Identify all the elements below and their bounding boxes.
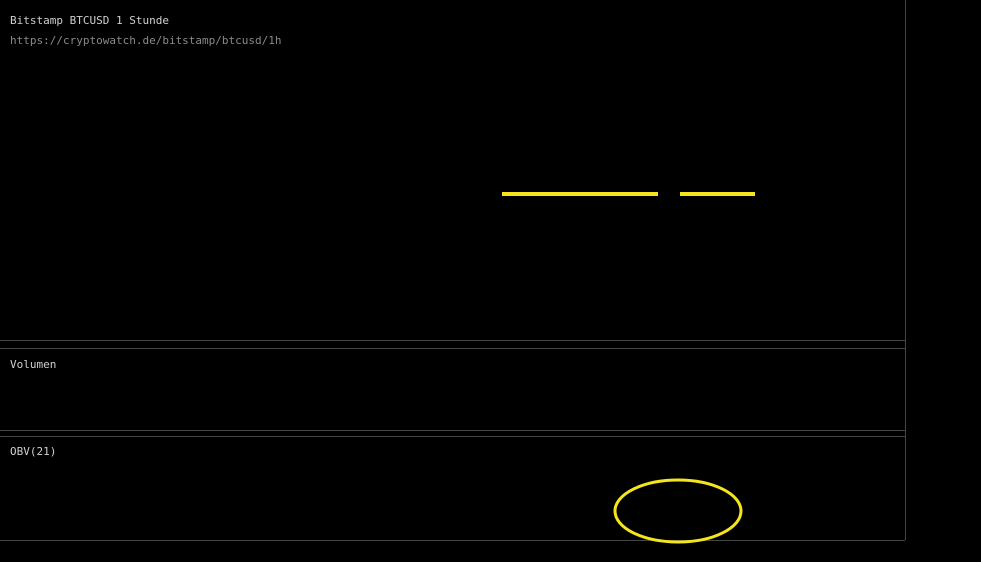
chart-url: https://cryptowatch.de/bitstamp/btcusd/1… [10, 34, 282, 47]
drawn-ellipse [613, 478, 743, 544]
panel-title: Volumen [10, 358, 56, 371]
axis-area [905, 0, 981, 562]
panel-title: OBV(21) [10, 445, 56, 458]
chart-title: Bitstamp BTCUSD 1 Stunde [10, 14, 169, 27]
